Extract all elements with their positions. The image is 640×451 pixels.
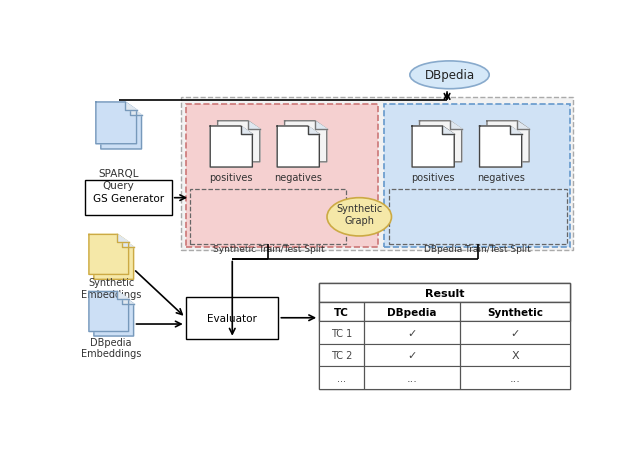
Polygon shape — [248, 121, 260, 130]
Bar — [319, 283, 570, 303]
Polygon shape — [218, 121, 260, 162]
Text: DBpedia
Embeddings: DBpedia Embeddings — [81, 337, 141, 359]
Polygon shape — [130, 108, 141, 116]
Text: positives: positives — [209, 172, 253, 182]
Bar — [319, 367, 570, 389]
Polygon shape — [89, 235, 129, 275]
Text: Evaluator: Evaluator — [207, 313, 257, 323]
Polygon shape — [450, 121, 461, 130]
Polygon shape — [122, 296, 134, 304]
Polygon shape — [210, 127, 252, 168]
Text: TC 1: TC 1 — [331, 328, 352, 338]
Text: ✓: ✓ — [408, 350, 417, 360]
Text: ✓: ✓ — [510, 328, 520, 338]
Polygon shape — [412, 127, 454, 168]
Polygon shape — [510, 127, 522, 135]
Polygon shape — [307, 127, 319, 135]
Text: TC: TC — [334, 307, 349, 317]
Polygon shape — [517, 121, 529, 130]
Bar — [319, 283, 570, 389]
Text: DBpedia: DBpedia — [387, 307, 437, 317]
Text: positives: positives — [412, 172, 455, 182]
Bar — [85, 181, 172, 216]
Bar — [186, 297, 278, 339]
Ellipse shape — [410, 62, 489, 90]
Polygon shape — [101, 108, 141, 150]
Bar — [319, 303, 570, 322]
Text: Synthetic: Synthetic — [487, 307, 543, 317]
Text: GS Generator: GS Generator — [93, 193, 164, 203]
Polygon shape — [118, 235, 129, 243]
Text: Synthetic
Graph: Synthetic Graph — [336, 204, 382, 226]
Text: Result: Result — [424, 288, 464, 298]
Text: ✓: ✓ — [408, 328, 417, 338]
Polygon shape — [94, 240, 134, 280]
Text: Synthetic
Embeddings: Synthetic Embeddings — [81, 277, 141, 299]
Polygon shape — [96, 103, 136, 144]
Bar — [180, 97, 573, 250]
Polygon shape — [125, 103, 136, 110]
Text: negatives: negatives — [275, 172, 322, 182]
Text: DBpedia Train/Test Split: DBpedia Train/Test Split — [424, 244, 531, 253]
Text: SPARQL
Query: SPARQL Query — [99, 169, 139, 190]
Ellipse shape — [327, 198, 392, 236]
Bar — [388, 189, 567, 244]
Text: DBpedia: DBpedia — [424, 69, 475, 82]
Text: ...: ... — [509, 373, 520, 383]
Bar — [186, 105, 378, 248]
Text: X: X — [511, 350, 519, 360]
Polygon shape — [479, 127, 522, 168]
Polygon shape — [122, 240, 134, 248]
Polygon shape — [487, 121, 529, 162]
Text: ...: ... — [337, 373, 346, 383]
Polygon shape — [315, 121, 327, 130]
Polygon shape — [419, 121, 461, 162]
Polygon shape — [285, 121, 327, 162]
Polygon shape — [442, 127, 454, 135]
Polygon shape — [94, 296, 134, 336]
Text: Synthetic Train/Test Split: Synthetic Train/Test Split — [212, 244, 324, 253]
Bar — [190, 189, 346, 244]
Bar — [319, 322, 570, 344]
Polygon shape — [277, 127, 319, 168]
Text: ...: ... — [406, 373, 417, 383]
Bar — [319, 344, 570, 367]
Bar — [383, 105, 570, 248]
Text: negatives: negatives — [477, 172, 525, 182]
Polygon shape — [241, 127, 252, 135]
Polygon shape — [89, 292, 129, 332]
Polygon shape — [118, 292, 129, 299]
Text: TC 2: TC 2 — [331, 350, 352, 360]
